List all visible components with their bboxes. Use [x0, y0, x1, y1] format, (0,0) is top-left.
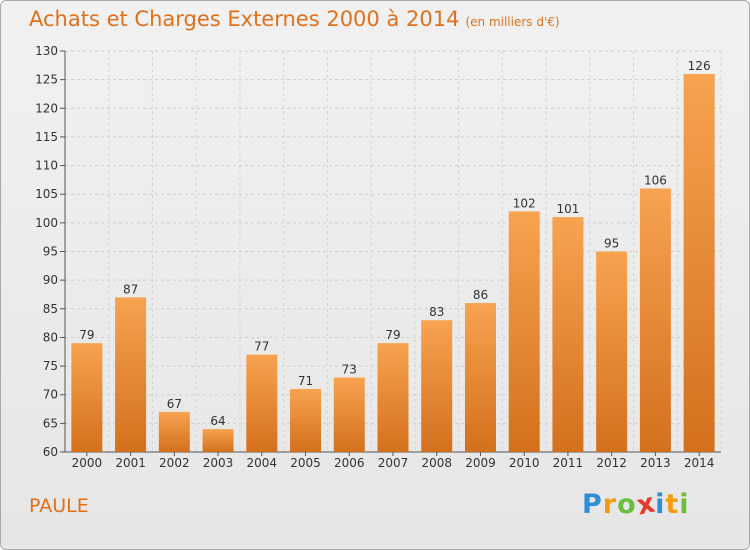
x-tick-label: 2014	[684, 456, 715, 470]
x-tick-label: 2013	[640, 456, 671, 470]
x-tick-label: 2011	[553, 456, 584, 470]
bar-value-label: 101	[556, 202, 579, 216]
bar-2001	[115, 297, 147, 452]
city-name: PAULE	[29, 495, 89, 517]
bar-2002	[158, 411, 190, 452]
bar-2006	[333, 377, 365, 452]
y-tick-label: 105	[35, 187, 58, 201]
bar-2009	[464, 303, 496, 452]
bar-value-label: 95	[604, 237, 619, 251]
x-tick-label: 2006	[334, 456, 365, 470]
bar-2013	[639, 188, 671, 452]
bar-value-label: 106	[644, 173, 667, 187]
logo-letter: i	[679, 489, 690, 520]
bar-value-label: 79	[385, 328, 400, 342]
y-tick-label: 70	[43, 388, 58, 402]
x-tick-label: 2000	[72, 456, 103, 470]
bar-value-label: 77	[254, 340, 269, 354]
y-tick-label: 115	[35, 130, 58, 144]
chart-title-text: Achats et Charges Externes 2000 à 2014	[29, 7, 460, 31]
logo-letter: t	[665, 489, 680, 520]
bar-value-label: 64	[210, 414, 225, 428]
bar-value-label: 126	[688, 59, 711, 73]
x-tick-label: 2007	[378, 456, 409, 470]
bars	[71, 73, 715, 453]
bar-2008	[421, 320, 453, 452]
logo-letter: r	[602, 489, 618, 520]
y-tick-label: 60	[43, 445, 58, 459]
x-tick-label: 2005	[290, 456, 321, 470]
bar-2005	[290, 388, 322, 452]
bar-value-label: 67	[167, 397, 182, 411]
bar-2011	[552, 217, 584, 452]
bar-2012	[596, 251, 628, 452]
x-tick-label: 2001	[115, 456, 146, 470]
x-tick-label: 2009	[465, 456, 496, 470]
x-tick-label: 2003	[203, 456, 234, 470]
y-tick-label: 100	[35, 216, 58, 230]
bar-value-label: 79	[79, 328, 94, 342]
bar-value-label: 73	[342, 363, 357, 377]
bar-2004	[246, 354, 278, 452]
x-tick-label: 2008	[421, 456, 452, 470]
bar-2014	[683, 73, 715, 453]
y-tick-label: 130	[35, 44, 58, 58]
y-tick-label: 120	[35, 101, 58, 115]
bar-2010	[508, 211, 540, 452]
y-tick-label: 75	[43, 359, 58, 373]
y-tick-label: 125	[35, 73, 58, 87]
labels: 60 65 70 75 80 85 90 95 100 105 110 115 120 125 130 79 2…	[35, 44, 714, 470]
bar-2007	[377, 343, 409, 452]
bar-2000	[71, 343, 103, 452]
logo-letter: o	[617, 489, 637, 520]
bar-value-label: 102	[513, 196, 536, 210]
logo-letter: P	[582, 489, 603, 520]
logo-letter: i	[655, 489, 666, 520]
x-tick-label: 2002	[159, 456, 190, 470]
bar-2003	[202, 429, 234, 452]
y-tick-label: 85	[43, 302, 58, 316]
bar-value-label: 71	[298, 374, 313, 388]
x-tick-label: 2004	[247, 456, 278, 470]
y-tick-label: 110	[35, 159, 58, 173]
proxiti-logo: Proxiti	[582, 487, 690, 521]
bar-value-label: 86	[473, 288, 488, 302]
x-tick-label: 2010	[509, 456, 540, 470]
chart-unit: (en milliers d'€)	[465, 15, 560, 29]
y-tick-label: 65	[43, 416, 58, 430]
y-tick-label: 95	[43, 245, 58, 259]
chart-title: Achats et Charges Externes 2000 à 2014 (e…	[29, 7, 560, 31]
y-tick-label: 80	[43, 330, 58, 344]
y-tick-label: 90	[43, 273, 58, 287]
bar-value-label: 83	[429, 305, 444, 319]
bar-value-label: 87	[123, 282, 138, 296]
x-tick-label: 2012	[596, 456, 627, 470]
